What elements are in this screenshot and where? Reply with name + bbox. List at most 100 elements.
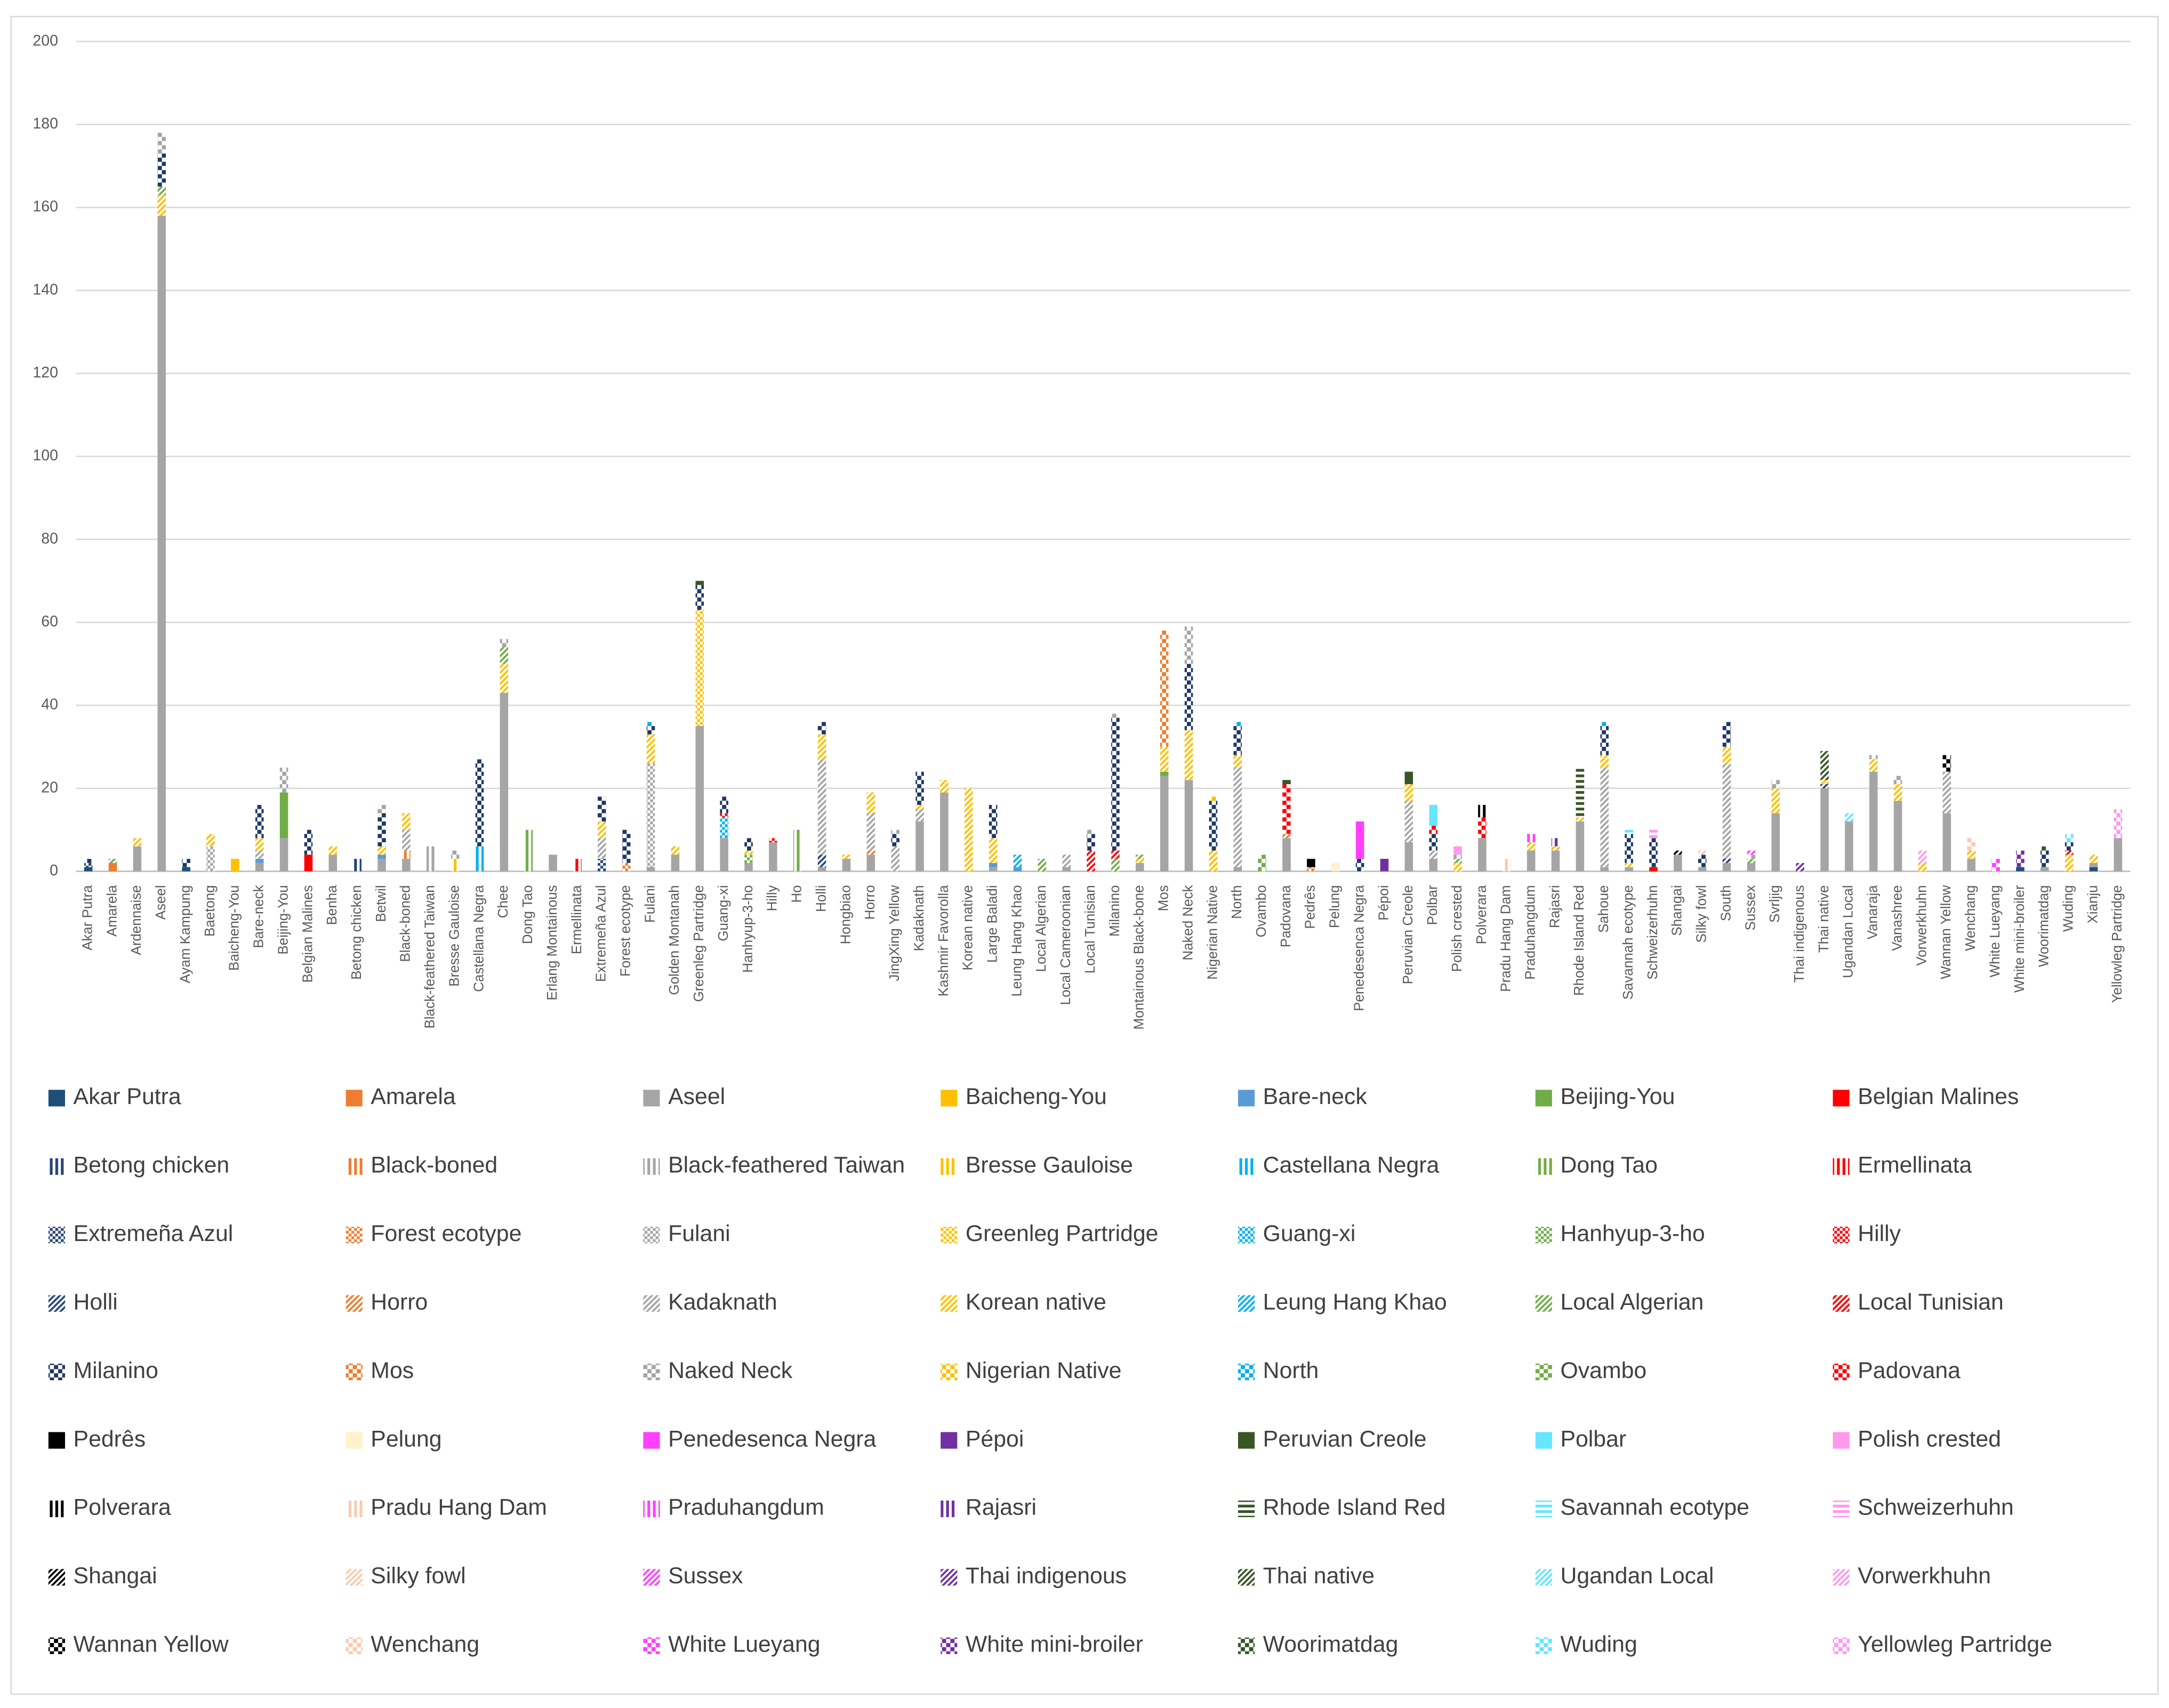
bar-segment [1625, 834, 1633, 863]
x-tick-label: Ayam Kampung [178, 885, 193, 983]
bar-segment [1625, 863, 1633, 867]
x-tick-label: Shangai [1670, 885, 1685, 936]
x-tick-label: Akar Putra [81, 885, 95, 950]
bar-segment [989, 867, 998, 872]
x-tick-label: Ermellinata [569, 885, 584, 954]
bar-segment [720, 817, 728, 839]
x-tick-label: Pedrês [1303, 885, 1318, 929]
bar-segment [1233, 726, 1242, 755]
bar-segment [646, 763, 655, 867]
bar-segment [646, 867, 655, 872]
x-tick-label: Bresse Gauloise [447, 885, 462, 986]
x-tick-label: Belgian Malines [300, 885, 315, 982]
bar-segment [255, 850, 264, 859]
bar-segment [402, 829, 411, 851]
bar-segment [255, 863, 264, 872]
bar-segment [1771, 780, 1780, 788]
bar-segment [769, 838, 777, 842]
bar-segment [1282, 838, 1291, 872]
x-tick-label: Rajasri [1547, 885, 1562, 928]
bar-segment [671, 855, 680, 872]
bar-segment [1233, 867, 1242, 872]
bar-segment [744, 850, 753, 855]
x-tick-label: Sussex [1743, 885, 1758, 930]
x-tick-label: Thai indigenous [1792, 885, 1807, 982]
x-tick-label: Kadaknath [912, 885, 927, 951]
bar-segment [500, 664, 509, 693]
x-tick-label: Black-boned [398, 885, 413, 962]
x-tick-label: Betong chicken [349, 885, 364, 979]
bar-segment [1722, 722, 1731, 747]
bar-segment [1355, 859, 1364, 872]
x-tick-label: Polish crested [1450, 885, 1465, 972]
bar-segment [279, 767, 288, 793]
x-tick-label: Local Tunisian [1083, 885, 1098, 973]
bar-segment [817, 855, 826, 867]
chart-border [10, 15, 2159, 1695]
bar-segment [1160, 631, 1169, 747]
bar-segment [279, 792, 288, 839]
bar-segment [402, 850, 411, 859]
bar-segment [817, 867, 826, 872]
bar-segment [1722, 863, 1731, 872]
bar-segment [157, 215, 166, 872]
bar-segment [891, 834, 899, 847]
bar-segment [915, 771, 924, 805]
x-tick-label: Holli [814, 885, 829, 912]
bar-segment [744, 863, 753, 872]
bar-segment [1404, 842, 1413, 872]
x-tick-label: Silky fowl [1694, 885, 1709, 942]
bar-segment [1429, 834, 1437, 851]
x-tick-label: Svrljig [1768, 885, 1782, 923]
x-tick-label: Hongbiao [838, 885, 853, 944]
bar-segment [1600, 726, 1609, 755]
bar-segment [1893, 784, 1902, 801]
bar-segment [989, 804, 998, 839]
bar-segment [598, 859, 606, 872]
bar-segment [1869, 755, 1878, 760]
x-tick-label: Thai native [1817, 885, 1831, 953]
bar-segment [695, 726, 704, 872]
bar-segment [695, 610, 704, 727]
bar-segment [279, 838, 288, 872]
x-tick-label: Naked Neck [1180, 885, 1195, 960]
bar-segment [1087, 834, 1095, 851]
y-tick-label: 20 [41, 779, 58, 796]
bar-segment [1820, 751, 1829, 780]
bar-segment [1307, 859, 1315, 867]
x-tick-label: Bare-neck [252, 885, 267, 948]
x-tick-label: Guang-xi [716, 885, 731, 941]
x-tick-label: Penedesenca Negra [1352, 885, 1367, 1011]
bar-segment [940, 780, 949, 793]
bar-segment [1331, 863, 1340, 872]
bar-segment [1136, 863, 1144, 872]
bar-segment [866, 850, 875, 855]
bar-segment [182, 859, 190, 867]
bar-segment [646, 726, 655, 735]
x-tick-label: Local Algerian [1034, 885, 1049, 972]
bar-segment [255, 859, 264, 863]
bar-segment [1258, 855, 1266, 872]
bar-segment [1038, 859, 1047, 872]
bar-segment [1087, 850, 1095, 872]
bar-segment [1845, 821, 1853, 872]
y-tick-label: 200 [33, 32, 58, 49]
x-tick-label: Ugandan Local [1841, 885, 1856, 978]
bar-segment [842, 859, 851, 872]
x-tick-label: Chee [496, 885, 511, 918]
x-tick-label: Savannah ecotype [1621, 885, 1636, 1000]
bar-segment [402, 859, 411, 872]
bar-segment [549, 855, 557, 872]
x-tick-label: Aseel [154, 885, 168, 920]
bar-segment [328, 846, 338, 855]
x-tick-label: Amarela [105, 885, 119, 937]
bar-segment [1087, 829, 1095, 834]
bar-segment [1429, 859, 1437, 872]
x-tick-label: Polbar [1425, 885, 1440, 925]
bar-segment [1013, 855, 1022, 867]
x-tick-label: Peruvian Creole [1401, 885, 1416, 984]
bar-segment [157, 153, 166, 187]
x-tick-label: Schweizerhuhn [1645, 885, 1660, 979]
bar-segment [964, 788, 973, 872]
bar-segment [1845, 813, 1853, 822]
